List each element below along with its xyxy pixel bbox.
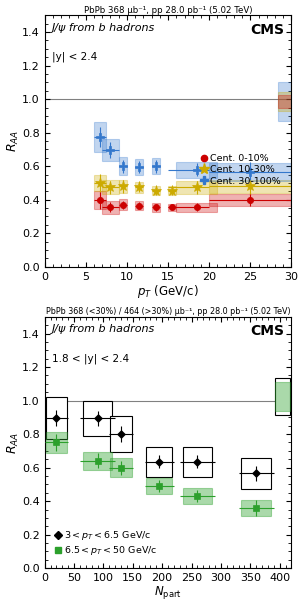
Bar bbox=[209, 194, 292, 206]
Bar bbox=[183, 488, 212, 504]
Text: J/ψ from b hadrons: J/ψ from b hadrons bbox=[52, 23, 155, 33]
Text: 1.8 < |y| < 2.4: 1.8 < |y| < 2.4 bbox=[52, 353, 129, 364]
Bar bbox=[152, 158, 160, 174]
Bar bbox=[94, 175, 106, 191]
Bar bbox=[46, 397, 67, 439]
Bar bbox=[110, 458, 132, 477]
Text: CMS: CMS bbox=[250, 324, 284, 338]
Legend: $3 < p_T < 6.5\ \mathrm{GeV/c}$, $6.5 < p_T < 50\ \mathrm{GeV/c}$: $3 < p_T < 6.5\ \mathrm{GeV/c}$, $6.5 < … bbox=[54, 528, 158, 558]
X-axis label: $p_T\ \mathrm{(GeV/c)}$: $p_T\ \mathrm{(GeV/c)}$ bbox=[137, 283, 199, 300]
Bar bbox=[168, 203, 176, 211]
Bar bbox=[119, 157, 127, 175]
Bar bbox=[135, 201, 143, 210]
Bar bbox=[146, 478, 172, 495]
Bar bbox=[209, 180, 292, 192]
Y-axis label: $R_{AA}$: $R_{AA}$ bbox=[5, 130, 21, 152]
Bar bbox=[176, 181, 217, 194]
Bar bbox=[241, 458, 271, 489]
Bar bbox=[152, 186, 160, 195]
Bar bbox=[119, 199, 127, 210]
Bar bbox=[278, 95, 292, 108]
Bar bbox=[146, 447, 172, 477]
Y-axis label: $R_{AA}$: $R_{AA}$ bbox=[5, 432, 21, 453]
Bar bbox=[83, 452, 112, 470]
Bar bbox=[176, 161, 217, 178]
Bar bbox=[83, 401, 112, 436]
Bar bbox=[46, 432, 67, 453]
Title: PbPb 368 μb⁻¹, pp 28.0 pb⁻¹ (5.02 TeV): PbPb 368 μb⁻¹, pp 28.0 pb⁻¹ (5.02 TeV) bbox=[84, 5, 252, 15]
Bar bbox=[278, 92, 292, 111]
Bar bbox=[152, 203, 160, 212]
Bar bbox=[168, 186, 176, 195]
X-axis label: $N_\mathrm{part}$: $N_\mathrm{part}$ bbox=[154, 585, 182, 602]
Bar bbox=[275, 378, 290, 415]
Bar bbox=[135, 181, 143, 192]
Bar bbox=[110, 416, 132, 452]
Bar bbox=[102, 140, 119, 161]
Bar bbox=[135, 159, 143, 175]
Bar bbox=[241, 500, 271, 516]
Bar bbox=[278, 83, 292, 121]
Bar bbox=[275, 382, 290, 410]
Title: PbPb 368 (<30%) / 464 (>30%) μb⁻¹, pp 28.0 pb⁻¹ (5.02 TeV): PbPb 368 (<30%) / 464 (>30%) μb⁻¹, pp 28… bbox=[46, 307, 290, 316]
Text: |y| < 2.4: |y| < 2.4 bbox=[52, 52, 97, 63]
Legend: Cent. 0-10%, Cent. 10-30%, Cent. 30-100%: Cent. 0-10%, Cent. 10-30%, Cent. 30-100% bbox=[201, 153, 282, 186]
Text: J/ψ from b hadrons: J/ψ from b hadrons bbox=[52, 324, 155, 334]
Bar bbox=[94, 122, 106, 152]
Bar bbox=[94, 191, 106, 209]
Bar bbox=[102, 180, 119, 194]
Text: CMS: CMS bbox=[250, 23, 284, 37]
Bar bbox=[176, 203, 217, 212]
Bar bbox=[119, 180, 127, 193]
Bar bbox=[209, 163, 292, 181]
Bar bbox=[183, 447, 212, 477]
Bar bbox=[102, 200, 119, 214]
